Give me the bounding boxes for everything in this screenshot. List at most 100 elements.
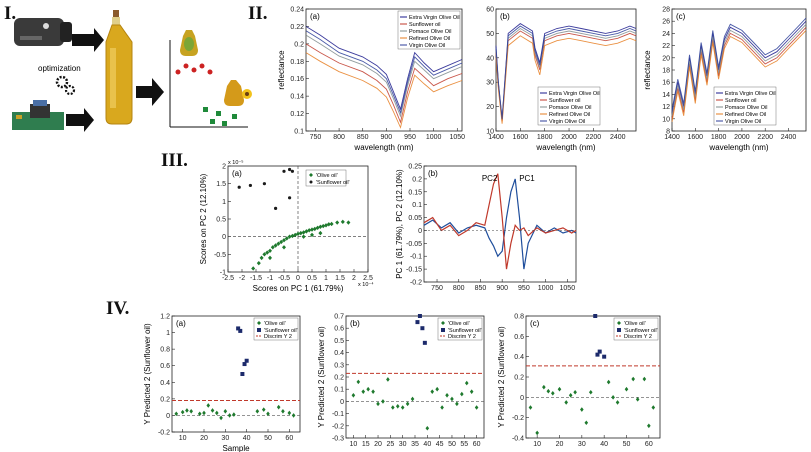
chart-iiib-series-line — [423, 173, 577, 270]
chart-iia-legend-label: Extra Virgin Olive Oil — [409, 15, 460, 21]
chart-ivc-panel-label: (c) — [530, 319, 540, 328]
chart-ivb-xtick-label: 10 — [349, 441, 357, 448]
chart-ivc-olive-point — [615, 400, 620, 405]
chart-ivb-olive-point — [455, 401, 459, 407]
chart-iia-ytick-label: 0.18 — [290, 59, 304, 66]
chart-iiia-olive-point — [273, 243, 278, 248]
chart-iva-xtick-label: 30 — [221, 435, 229, 442]
chart-iiia-olive-point — [279, 239, 284, 245]
chart-iib-ytick-label: 50 — [486, 31, 494, 38]
chart-ivc-olive-point — [588, 389, 593, 395]
chart-iiia-olive-point — [268, 255, 272, 261]
chart-ivc-olive-point — [580, 407, 584, 412]
chart-iiia-xtick-label: -1.5 — [250, 275, 262, 282]
section-label-iii: III. — [161, 150, 188, 171]
chart-ii-c: 1400 1600 1800 2000 2200 2400 8 10 12 14 16 18 20 22 2… — [643, 7, 807, 152]
chart-iia-legend-label: Sunflower oil — [409, 22, 441, 28]
chart-iva-olive-point — [276, 404, 281, 410]
chart-iiia-xtick-label: 2 — [352, 275, 356, 282]
chart-iia-ytick-label: 0.24 — [290, 7, 304, 14]
chart-iva-ytick-label: 0.2 — [160, 396, 170, 403]
chart-ivb-xtick-label: 45 — [436, 441, 444, 448]
chart-iic-xtick-label: 2400 — [781, 134, 797, 141]
chart-iiia-xtick-label: -1 — [267, 275, 273, 282]
chart-ivc-sunflower-point — [602, 354, 607, 359]
chart-iib-ytick-label: 30 — [486, 80, 494, 87]
chart-ivb-xtick-label: 50 — [448, 441, 456, 448]
chart-ivc-olive-point — [546, 388, 551, 394]
chart-iic-ytick-label: 22 — [662, 43, 670, 50]
chart-ivc-ytick-label: 0 — [520, 395, 524, 402]
chart-iib-legend-label: Virgin Olive Oil — [549, 119, 585, 125]
chart-ivb-sunflower-point — [415, 320, 420, 325]
chart-iiia-ytick-label: -1 — [220, 270, 226, 277]
chart-ivc-olive-point — [651, 405, 656, 410]
section-label-ii: II. — [248, 3, 268, 24]
chart-iic-legend-label: Pomace Olive Oil — [725, 105, 768, 111]
spectrometer-device-icon — [14, 18, 72, 46]
chart-iii-b: 750 800 850 900 950 1000 1050 -0.2 -0.15 -0.1 -0.0… — [395, 164, 577, 292]
chart-ivc-olive-point — [551, 390, 555, 396]
chart-iva-legend-swatch — [257, 328, 261, 332]
chart-iva-xtick-label: 10 — [179, 435, 187, 442]
chart-iib-xtick-label: 2400 — [610, 134, 626, 141]
chart-ivb-ylabel: Y Predicted 2 (Sunflower oil) — [317, 326, 326, 428]
chart-iiia-legend-swatch — [309, 180, 313, 184]
chart-iic-series-line — [671, 17, 807, 110]
chart-ii-a: 750 800 850 900 950 1000 1050 0.1 0.12 0.14 0.16 0.… — [277, 7, 465, 153]
chart-iia-series-line — [305, 43, 463, 124]
chart-ivc-ytick-label: 0.6 — [514, 334, 524, 341]
chart-ivb-ytick-label: -0.1 — [332, 411, 344, 418]
chart-iiia-legend-label: 'Sunflower oil' — [316, 180, 350, 186]
chart-iva-xtick-label: 20 — [200, 435, 208, 442]
chart-iiia-olive-point — [301, 230, 306, 235]
circuit-board-icon — [12, 100, 64, 130]
chart-iiib-ytick-label: 0.1 — [412, 202, 422, 209]
chart-iiib-panel-label: (b) — [428, 169, 438, 178]
chart-iva-sunflower-point — [236, 326, 241, 331]
chart-iiia-xtick-label: 0 — [296, 275, 300, 282]
chart-iiia-olive-point — [340, 219, 345, 225]
chart-iiia-ytick-label: 0.5 — [216, 217, 226, 224]
chart-iiia-sunflower-point — [288, 167, 292, 172]
chart-iiib-xtick-label: 1000 — [538, 285, 554, 292]
chart-iva-ytick-label: -0.2 — [158, 430, 170, 437]
chart-ivc-xtick-label: 10 — [533, 441, 541, 448]
chart-ivb-legend-label: Discrim Y 2 — [448, 334, 476, 340]
chart-ivc-xtick-label: 30 — [578, 441, 586, 448]
chart-iiib-xtick-label: 950 — [518, 285, 530, 292]
chart-ivc-olive-point — [535, 430, 539, 436]
chart-iib-ytick-label: 40 — [486, 55, 494, 62]
chart-iiib-ytick-label: 0.05 — [408, 215, 422, 222]
chart-iiia-olive-point — [268, 248, 272, 253]
chart-iiib-annotation-pc2: PC2 — [482, 174, 498, 183]
chart-iia-legend-label: Refined Olive Oil — [409, 36, 450, 42]
chart-ivb-olive-point — [460, 391, 464, 397]
chart-iiia-olive-point — [310, 232, 314, 238]
chart-iiia-olive-point — [282, 245, 286, 250]
chart-ivc-sunflower-point — [597, 349, 602, 354]
chart-iv-c: 10 20 30 40 50 60 -0.4 -0.2 0 0.2 0.4 0.6 0.8 Y Predi… — [497, 314, 661, 448]
chart-iic-ytick-label: 28 — [662, 7, 670, 14]
chart-ivc-xtick-label: 40 — [600, 441, 608, 448]
chart-iic-ytick-label: 14 — [662, 92, 670, 99]
arrow-icon — [136, 78, 164, 106]
chart-iiia-olive-point — [270, 245, 275, 250]
gears-icon — [55, 75, 76, 96]
chart-iiia-x-exponent: x 10⁻⁴ — [358, 281, 374, 288]
chart-iib-panel-label: (b) — [500, 12, 510, 21]
chart-iiia-olive-point — [256, 260, 261, 266]
chart-iva-sunflower-point — [240, 372, 245, 376]
chart-ivc-sunflower-point — [593, 314, 598, 318]
chart-iv-a: 10 20 30 40 50 60 -0.2 0 0.2 0.4 0.6 0.8 1 1.2 Sample Y… — [143, 314, 301, 452]
chart-ivc-legend-label: 'Sunflower oil' — [624, 328, 658, 334]
chart-ivb-olive-point — [464, 380, 469, 386]
chart-ivc-ytick-label: 0.8 — [514, 314, 524, 321]
chart-ivc-legend-label: Discrim Y 2 — [624, 334, 652, 340]
chart-iiia-olive-point — [321, 223, 326, 229]
chart-iic-ytick-label: 8 — [666, 129, 670, 136]
chart-iiia-olive-point — [318, 230, 323, 236]
chart-iia-xtick-label: 950 — [404, 134, 416, 141]
chart-iia-xlabel: wavelength (nm) — [353, 143, 413, 152]
chart-ivb-xtick-label: 15 — [362, 441, 370, 448]
